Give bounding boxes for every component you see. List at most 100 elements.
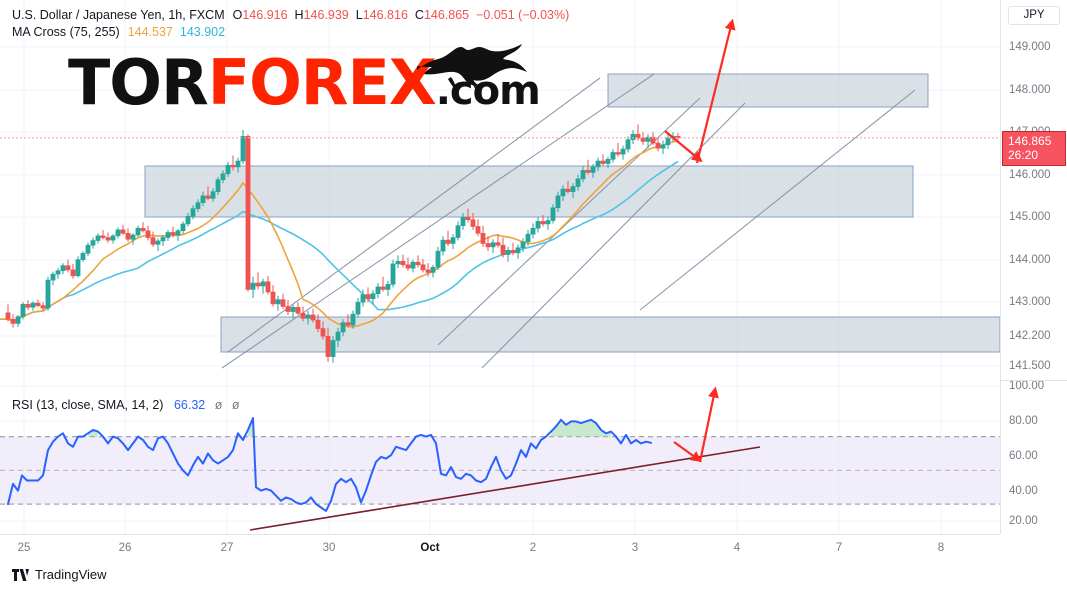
candle-body — [490, 242, 496, 248]
channel-proj-1[interactable] — [639, 89, 916, 311]
candle-body — [395, 261, 401, 265]
candle-body — [20, 304, 26, 317]
upper-supply-zone[interactable] — [607, 73, 929, 108]
bar-countdown: 26:20 — [1008, 148, 1039, 162]
candle-body — [570, 186, 576, 192]
ohlc-high-label: H — [294, 8, 304, 22]
time-scale[interactable]: 25 26 27 30 Oct 2 3 4 7 8 — [0, 534, 1000, 562]
candle-body — [390, 263, 396, 285]
symbol-title[interactable]: U.S. Dollar / Japanese Yen, 1h, FXCM — [12, 8, 225, 22]
candle-body — [460, 216, 466, 226]
candle-body — [380, 286, 386, 290]
candle-body — [125, 232, 131, 240]
legend-row-ma: MA Cross (75, 255) 144.537 143.902 — [12, 24, 569, 41]
tradingview-footer-logo[interactable]: TradingView — [12, 567, 107, 582]
candle-body — [640, 137, 646, 142]
candle-body — [420, 264, 426, 271]
time-tick: 7 — [835, 542, 843, 554]
candle-body — [675, 136, 681, 139]
time-tick: Oct — [420, 542, 440, 554]
candle-body — [95, 235, 101, 241]
candle-body — [135, 227, 141, 236]
channel-lower-1[interactable] — [221, 73, 655, 369]
candle-body — [510, 250, 516, 254]
candle-body — [595, 160, 601, 168]
rsi-tick: 40.00 — [1009, 485, 1038, 497]
ma-fast-line — [0, 139, 679, 328]
candle-body — [515, 247, 521, 254]
ma-slow-value: 143.902 — [179, 25, 226, 39]
candle-body — [560, 188, 566, 197]
candle-body — [115, 229, 121, 237]
middle-supply-zone[interactable] — [144, 165, 914, 218]
rsi-ghost-1: ø — [214, 398, 223, 412]
candle-body — [575, 178, 581, 187]
candle-body — [605, 158, 611, 164]
channel-upper-2[interactable] — [437, 97, 701, 346]
channel-lower-2[interactable] — [481, 102, 746, 369]
candle-body — [635, 133, 641, 139]
candle-body — [625, 139, 631, 150]
candle-body — [365, 294, 371, 300]
candle-body — [530, 227, 536, 235]
rsi-support[interactable] — [249, 446, 761, 531]
candle-body — [620, 148, 626, 155]
candle-body — [585, 170, 591, 173]
rsi-line — [7, 417, 652, 512]
candle-body — [5, 312, 11, 320]
candle-body — [175, 230, 181, 236]
candle-body — [240, 136, 246, 162]
candle-body — [645, 136, 651, 142]
candle-body — [255, 282, 261, 287]
candle-body — [200, 195, 206, 203]
time-tick: 2 — [529, 542, 537, 554]
rsi-down-arrow[interactable] — [673, 441, 702, 463]
price-up-arrow[interactable] — [695, 18, 736, 164]
candle-body — [275, 299, 281, 305]
price-change: −0.051 (−0.03%) — [476, 8, 570, 22]
price-tick: 142.200 — [1009, 330, 1051, 342]
price-tick: 146.000 — [1009, 169, 1051, 181]
candle-body — [80, 252, 86, 260]
candle-body — [405, 264, 411, 269]
ohlc-low-value: 146.816 — [362, 8, 408, 22]
rsi-indicator-title[interactable]: RSI (13, close, SMA, 14, 2) — [12, 398, 164, 412]
price-down-arrow[interactable] — [664, 130, 703, 163]
rsi-tick: 20.00 — [1009, 515, 1038, 527]
candle-body — [430, 267, 436, 273]
candle-body — [295, 307, 301, 314]
rsi-up-arrow[interactable] — [698, 386, 719, 463]
price-scale[interactable]: JPY 149.000148.000147.000146.000145.0001… — [1000, 0, 1067, 534]
candle-body — [375, 286, 381, 294]
candle-body — [150, 237, 156, 245]
channel-upper-1[interactable] — [227, 77, 601, 353]
candle-body — [610, 152, 616, 160]
candle-body — [170, 232, 176, 236]
candle-body — [65, 265, 71, 271]
candle-body — [205, 195, 211, 199]
time-tick: 4 — [733, 542, 741, 554]
candle-body — [385, 284, 391, 290]
candle-body — [550, 207, 556, 221]
candle-body — [495, 242, 501, 246]
watermark-forex: FOREX — [207, 46, 437, 119]
candle-body — [290, 307, 296, 312]
candle-body — [90, 240, 96, 246]
candle-body — [415, 261, 421, 266]
rsi-value: 66.32 — [173, 398, 206, 412]
current-price-tag[interactable]: 146.865 26:20 — [1002, 131, 1066, 166]
time-tick: 3 — [631, 542, 639, 554]
torforex-watermark: TORFOREX.com — [68, 44, 541, 122]
candle-body — [535, 221, 541, 229]
ma-indicator-title[interactable]: MA Cross (75, 255) — [12, 25, 120, 39]
candle-body — [120, 229, 126, 234]
lower-demand-zone[interactable] — [220, 316, 1001, 353]
candle-body — [465, 216, 471, 220]
candle-body — [50, 273, 56, 281]
candle-body — [475, 226, 481, 234]
currency-badge[interactable]: JPY — [1008, 6, 1060, 25]
candle-body — [440, 239, 446, 252]
candle-body — [140, 227, 146, 232]
candle-body — [35, 302, 41, 306]
